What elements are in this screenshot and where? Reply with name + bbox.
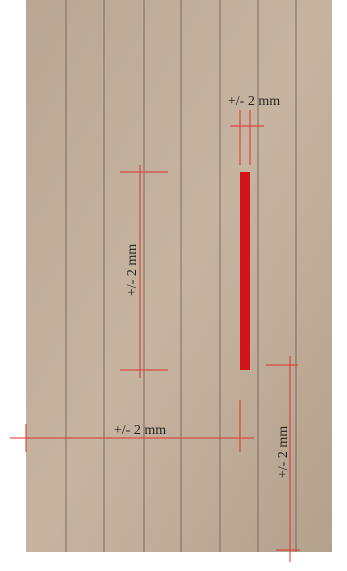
dimension-label: +/- 2 mm: [114, 423, 166, 438]
dimension-label: +/- 2 mm: [276, 426, 291, 478]
dimension-label: +/- 2 mm: [228, 94, 280, 109]
diagram: +/- 2 mm +/- 2 mm +/- 2 mm +/- 2 mm: [0, 0, 347, 566]
dimension-label: +/- 2 mm: [125, 244, 140, 296]
joint-strip: [240, 172, 250, 370]
page: +/- 2 mm +/- 2 mm +/- 2 mm +/- 2 mm (() …: [0, 0, 347, 566]
